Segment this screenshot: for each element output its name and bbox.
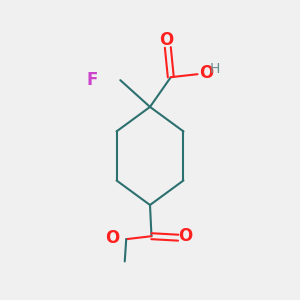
Text: O: O — [199, 64, 213, 82]
Text: O: O — [159, 31, 173, 49]
Text: H: H — [210, 62, 220, 76]
Text: O: O — [178, 227, 193, 245]
Text: O: O — [105, 229, 120, 247]
Text: F: F — [87, 71, 98, 89]
